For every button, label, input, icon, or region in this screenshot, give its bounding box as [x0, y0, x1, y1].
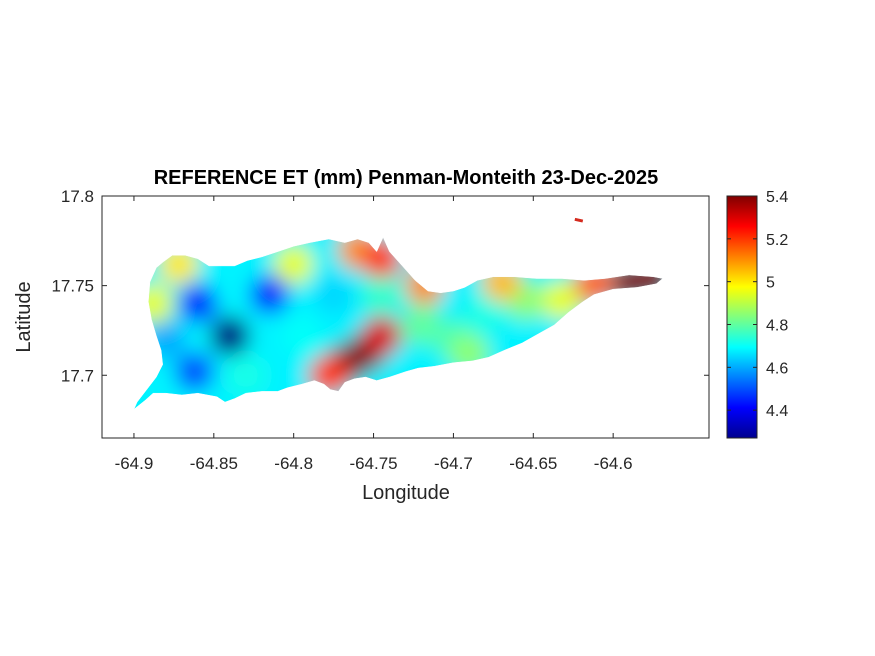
- x-tick-label: -64.65: [509, 454, 557, 473]
- island-outline: [133, 236, 664, 410]
- x-axis-label: Longitude: [362, 482, 450, 504]
- colorbar-tick-label: 4.8: [766, 317, 788, 334]
- heat-cell: [225, 355, 266, 396]
- colorbar-tick-label: 4.6: [766, 360, 788, 377]
- heat-cell: [273, 244, 314, 285]
- x-tick-label: -64.7: [434, 454, 473, 473]
- x-tick-label: -64.9: [115, 454, 154, 473]
- heat-cell: [209, 315, 250, 356]
- heat-cell: [177, 283, 218, 324]
- colorbar-tick-label: 4.4: [766, 403, 788, 420]
- heat-cell: [361, 274, 402, 315]
- x-tick-label: -64.85: [190, 454, 238, 473]
- heat-cell: [361, 315, 402, 356]
- y-tick-label: 17.7: [61, 366, 94, 385]
- heat-cell: [401, 305, 442, 346]
- x-tick-label: -64.6: [594, 454, 633, 473]
- colorbar-tick-label: 5: [766, 275, 775, 292]
- y-tick-label: 17.75: [51, 277, 94, 296]
- islet-mark: [574, 217, 584, 223]
- chart-title: REFERENCE ET (mm) Penman-Monteith 23-Dec…: [154, 167, 659, 189]
- heat-cell: [174, 351, 215, 392]
- y-axis-ticks: 17.7 17.75 17.8: [51, 187, 709, 385]
- plot-frame: [101, 195, 710, 439]
- colorbar-tick-label: 5.4: [766, 189, 788, 206]
- heat-cell: [281, 315, 322, 356]
- x-tick-label: -64.75: [349, 454, 397, 473]
- colorbar-tick-label: 5.2: [766, 232, 788, 249]
- colorbar: [726, 195, 758, 439]
- colorbar-ticks: 4.4 4.6 4.8 5 5.2 5.4: [727, 189, 788, 420]
- x-tick-label: -64.8: [274, 454, 313, 473]
- y-axis-label: Latitude: [13, 281, 35, 352]
- x-axis-ticks: -64.9 -64.85 -64.8 -64.75 -64.7 -64.65 -64.6: [115, 196, 633, 473]
- heat-cell: [465, 292, 506, 333]
- y-tick-label: 17.8: [61, 187, 94, 206]
- heat-cell: [313, 274, 354, 315]
- heat-cell: [249, 274, 290, 315]
